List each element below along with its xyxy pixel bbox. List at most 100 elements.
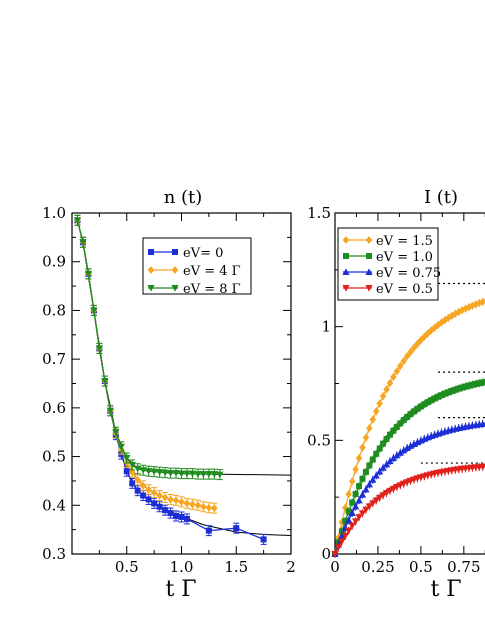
data-point-i xyxy=(342,518,349,525)
data-point-n xyxy=(151,500,158,507)
data-point-i xyxy=(348,477,356,486)
data-point-i xyxy=(482,298,485,304)
legend-marker-i xyxy=(342,285,350,292)
data-point-i xyxy=(366,424,373,433)
data-point-i xyxy=(424,399,431,406)
data-point-i xyxy=(396,449,404,456)
data-point-i xyxy=(352,491,359,498)
data-point-i xyxy=(390,373,397,381)
data-point-i xyxy=(379,492,387,499)
data-point-i xyxy=(386,487,394,495)
data-point-i xyxy=(345,490,353,499)
data-point-n xyxy=(183,499,191,508)
data-point-i xyxy=(462,383,469,390)
data-point-i xyxy=(407,347,414,356)
data-point-n xyxy=(95,345,103,353)
data-point-i xyxy=(465,303,473,312)
y-tick-label-n: 0.7 xyxy=(42,350,66,368)
data-point-i xyxy=(404,413,411,420)
data-point-n xyxy=(200,502,207,511)
data-point-i xyxy=(390,427,397,434)
y-tick-label-n: 0.8 xyxy=(42,301,66,319)
data-point-i xyxy=(379,392,387,401)
data-point-i xyxy=(338,528,345,535)
x-axis-title-i: t Γ xyxy=(430,577,461,602)
data-point-i xyxy=(459,384,466,391)
data-point-n xyxy=(260,536,267,543)
data-point-i xyxy=(331,551,339,558)
data-point-i xyxy=(462,304,469,313)
data-point-i xyxy=(338,518,346,527)
data-point-n xyxy=(177,470,186,478)
tick-labels-i: 0 0.5 1 1.5 0 0.25 0.5 0.75 xyxy=(307,204,480,576)
axis-ticks-i xyxy=(335,212,485,555)
legend-marker-i xyxy=(366,253,372,259)
data-point-n xyxy=(162,507,169,514)
x-tick-label-n: 0.5 xyxy=(115,558,139,576)
data-point-i xyxy=(389,454,397,462)
data-point-i xyxy=(410,440,418,447)
data-point-i xyxy=(458,306,466,315)
x-tick-label-n: 1.5 xyxy=(224,558,248,576)
data-point-i xyxy=(362,433,370,442)
data-point-i xyxy=(372,407,380,416)
data-point-i xyxy=(397,420,404,427)
data-point-i xyxy=(352,502,360,510)
data-point-i xyxy=(366,462,373,469)
data-point-i xyxy=(386,379,394,387)
data-point-i xyxy=(421,401,428,408)
legend-label-n: eV = 4 Γ xyxy=(183,264,241,279)
data-point-i xyxy=(369,456,376,463)
legend-marker-i xyxy=(342,268,350,275)
data-point-n xyxy=(156,469,164,476)
data-point-n xyxy=(173,513,180,520)
data-point-i xyxy=(396,362,404,370)
data-point-n xyxy=(123,455,131,462)
legend-label-i: eV = 1.0 xyxy=(376,250,433,265)
data-point-i xyxy=(349,499,356,506)
data-point-i xyxy=(482,463,485,469)
data-point-i xyxy=(414,405,421,412)
data-point-i xyxy=(469,381,476,388)
data-point-i xyxy=(356,483,363,490)
data-point-i xyxy=(352,518,360,525)
data-point-n xyxy=(134,476,141,484)
data-point-i xyxy=(342,503,349,512)
data-point-i xyxy=(365,480,373,488)
data-point-i xyxy=(369,500,377,507)
data-point-i xyxy=(338,532,346,539)
data-point-i xyxy=(403,444,411,452)
legend-label-n: eV = 8 Γ xyxy=(183,282,241,297)
data-point-n xyxy=(205,503,213,512)
data-point-n xyxy=(194,501,202,510)
data-point-i xyxy=(441,390,448,397)
data-point-i xyxy=(365,503,373,511)
data-point-n xyxy=(128,461,136,469)
legend-marker-i xyxy=(365,285,373,292)
data-point-n xyxy=(161,493,169,502)
data-point-n xyxy=(183,470,191,478)
legend-box-n xyxy=(142,237,252,295)
data-point-i xyxy=(475,299,483,307)
data-point-n xyxy=(167,495,174,504)
data-point-n xyxy=(145,468,153,475)
data-point-i xyxy=(414,339,421,348)
data-point-i xyxy=(448,387,455,394)
data-point-n xyxy=(194,471,202,478)
data-point-i xyxy=(411,408,418,415)
series-n xyxy=(73,214,267,545)
x-tick-label-i: 0 xyxy=(330,558,340,576)
data-point-n xyxy=(211,504,218,513)
legend-marker-n xyxy=(171,266,179,274)
saturation-lines-i xyxy=(420,282,485,464)
data-point-n xyxy=(140,492,147,499)
data-point-i xyxy=(451,309,459,318)
data-point-n xyxy=(156,503,163,510)
x-tick-label-i: 0.75 xyxy=(447,558,480,576)
legend-marker-i xyxy=(342,236,350,244)
data-point-i xyxy=(380,440,387,447)
y-tick-label-n: 0.9 xyxy=(42,253,66,271)
data-point-i xyxy=(352,465,359,474)
